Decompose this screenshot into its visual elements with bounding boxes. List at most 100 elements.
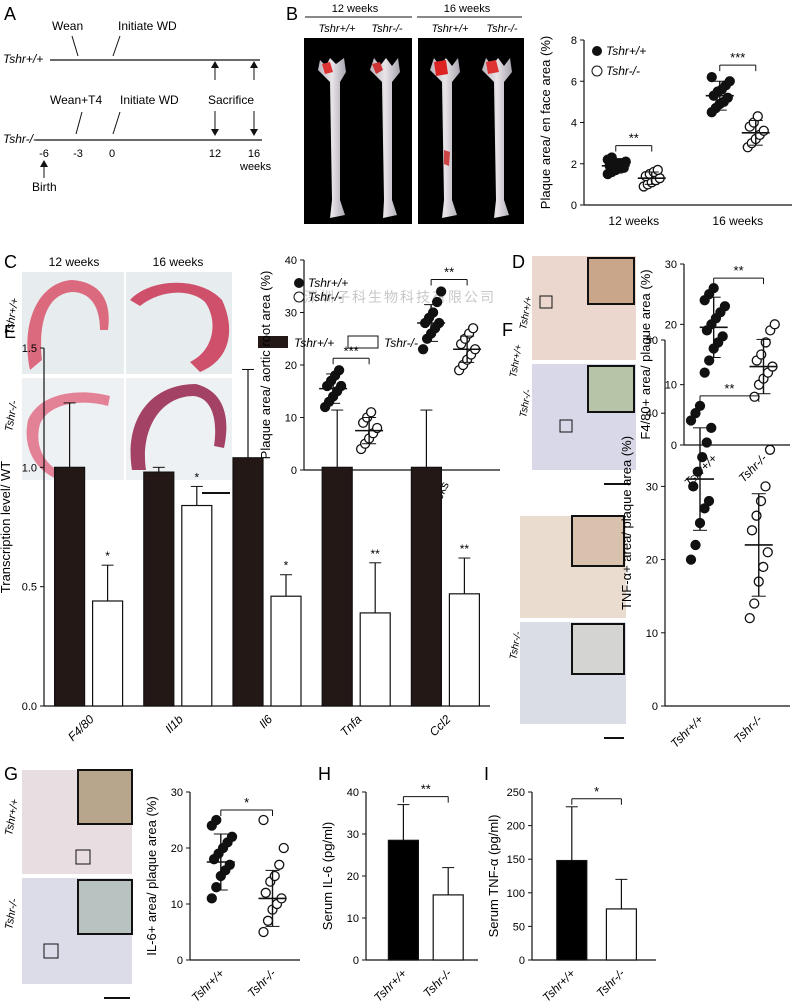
bar <box>53 466 86 707</box>
ihc-box <box>43 943 59 959</box>
data-point <box>746 525 758 536</box>
data-point <box>758 125 769 136</box>
y-tick-label: 2 <box>571 159 577 171</box>
x-tick-label: Tshr-/- <box>731 712 765 746</box>
arrow-initiate <box>112 35 121 57</box>
y-tick-label: 10 <box>646 628 658 640</box>
data-point <box>751 510 762 521</box>
x-tick-label: Tshr-/- <box>736 451 770 485</box>
panel-letter: H <box>318 764 331 784</box>
panel-a: A Tshr+/+ Wean Initiate WD Tshr-/- Wean+… <box>3 4 272 194</box>
panel-b-photos: B 12 weeks 16 weeks Tshr+/+ Tshr-/- Tshr… <box>286 3 524 224</box>
bar <box>321 466 353 707</box>
y-axis-label: IL-6+ area/ plaque area (%) <box>144 796 159 955</box>
data-point <box>258 926 269 938</box>
data-point <box>260 887 271 898</box>
y-tick-label: 10 <box>171 899 183 911</box>
data-point <box>717 331 728 342</box>
data-point <box>685 554 697 565</box>
data-point <box>764 444 776 455</box>
x-tick-label: Tshr+/+ <box>371 966 409 1004</box>
data-point <box>690 408 701 419</box>
row-label: Tshr-/- <box>3 399 20 432</box>
y-tick-label: 30 <box>171 787 183 799</box>
arrowhead-icon <box>40 160 48 167</box>
arrowhead-icon <box>250 61 258 68</box>
data-point <box>719 301 731 312</box>
photo-header: 12 weeks <box>332 3 379 15</box>
tick-12: 12 <box>209 148 221 160</box>
y-axis-label: Plaque area/ aortic root area (%) <box>258 271 273 460</box>
data-point <box>269 870 280 882</box>
y-tick-label: 50 <box>646 335 658 347</box>
data-point <box>699 367 710 378</box>
y-tick-label: 10 <box>285 413 297 425</box>
y-tick-label: 0 <box>291 465 297 477</box>
data-point <box>756 349 767 360</box>
chart-h: 0 10 20 30 40 Serum IL-6 (pg/ml) Tshr+/+ Tshr-/… <box>320 782 478 1005</box>
y-tick-label: 20 <box>665 319 677 331</box>
data-point <box>365 407 377 418</box>
y-tick-label: 20 <box>171 843 183 855</box>
data-point <box>744 613 755 624</box>
significance-label: *** <box>344 343 359 358</box>
event-initiate-wd-ko: Initiate WD <box>120 93 179 107</box>
data-point <box>749 598 760 609</box>
legend-filled-marker <box>294 278 304 288</box>
bar <box>432 894 464 961</box>
y-tick-label: 30 <box>285 308 297 320</box>
y-tick-label: 200 <box>507 821 525 833</box>
significance-label: ** <box>629 131 639 146</box>
label-birth: Birth <box>32 180 57 194</box>
legend-swatch-ko <box>347 335 379 349</box>
bar <box>410 466 442 707</box>
photo-header: 12 weeks <box>49 255 100 269</box>
photo-header: 16 weeks <box>444 3 491 15</box>
y-tick-label: 0 <box>353 955 359 967</box>
x-tick-label: Tnfa <box>337 712 364 739</box>
data-point <box>752 111 763 122</box>
significance-label: ** <box>734 263 744 278</box>
y-tick-label: 40 <box>347 787 359 799</box>
x-tick-label: 12 weeks <box>608 214 659 228</box>
legend-filled-marker <box>592 46 602 56</box>
y-tick-label: 40 <box>285 255 297 267</box>
data-point <box>694 400 706 412</box>
row-label: Tshr+/+ <box>508 343 525 378</box>
genotype-label: Tshr+/+ <box>432 23 469 35</box>
y-tick-label: 0 <box>571 200 577 212</box>
data-point <box>688 481 699 492</box>
x-tick-label: F4/80 <box>65 712 97 744</box>
legend-open-marker <box>293 291 305 303</box>
unit-weeks: weeks <box>239 161 272 173</box>
bar <box>181 504 213 707</box>
legend-label: Tshr+/+ <box>606 44 646 58</box>
data-point <box>690 539 701 551</box>
y-tick-label: 100 <box>507 888 525 900</box>
y-tick-label: 20 <box>347 871 359 883</box>
y-tick-label: 150 <box>507 854 525 866</box>
y-axis-label: Serum TNF-α (pg/ml) <box>486 815 501 938</box>
legend-open-marker <box>591 65 603 77</box>
significance-label: * <box>105 549 110 563</box>
significance-label: ** <box>460 542 470 556</box>
significance-label: ** <box>371 547 381 561</box>
ihc-inset <box>77 879 133 935</box>
arrow-wean-t4 <box>75 111 83 135</box>
data-point <box>258 814 269 826</box>
row-label: Tshr-/- <box>3 897 20 930</box>
panel-d-photos: D Tshr+/+ Tshr-/- <box>512 252 636 485</box>
data-point <box>685 415 697 426</box>
bar <box>359 612 391 707</box>
ihc-inset <box>77 769 133 825</box>
event-wean: Wean <box>52 19 83 33</box>
x-tick-label: Tshr-/- <box>594 966 628 1000</box>
tick-m6: -6 <box>39 148 49 160</box>
y-tick-label: 6 <box>571 76 577 88</box>
bar <box>143 471 175 707</box>
significance-label: * <box>194 470 199 484</box>
y-tick-label: 4 <box>571 118 577 130</box>
y-axis-label: Transcription level/ WT <box>0 461 13 593</box>
